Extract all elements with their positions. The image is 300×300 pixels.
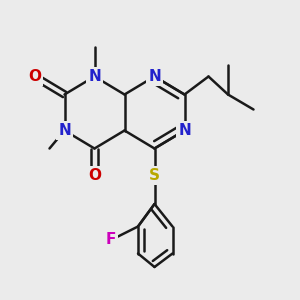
Text: N: N: [88, 69, 101, 84]
Text: N: N: [58, 123, 71, 138]
Text: S: S: [149, 168, 160, 183]
Text: O: O: [88, 168, 101, 183]
Text: F: F: [106, 232, 116, 247]
Text: O: O: [28, 69, 41, 84]
Text: N: N: [148, 69, 161, 84]
Text: N: N: [178, 123, 191, 138]
